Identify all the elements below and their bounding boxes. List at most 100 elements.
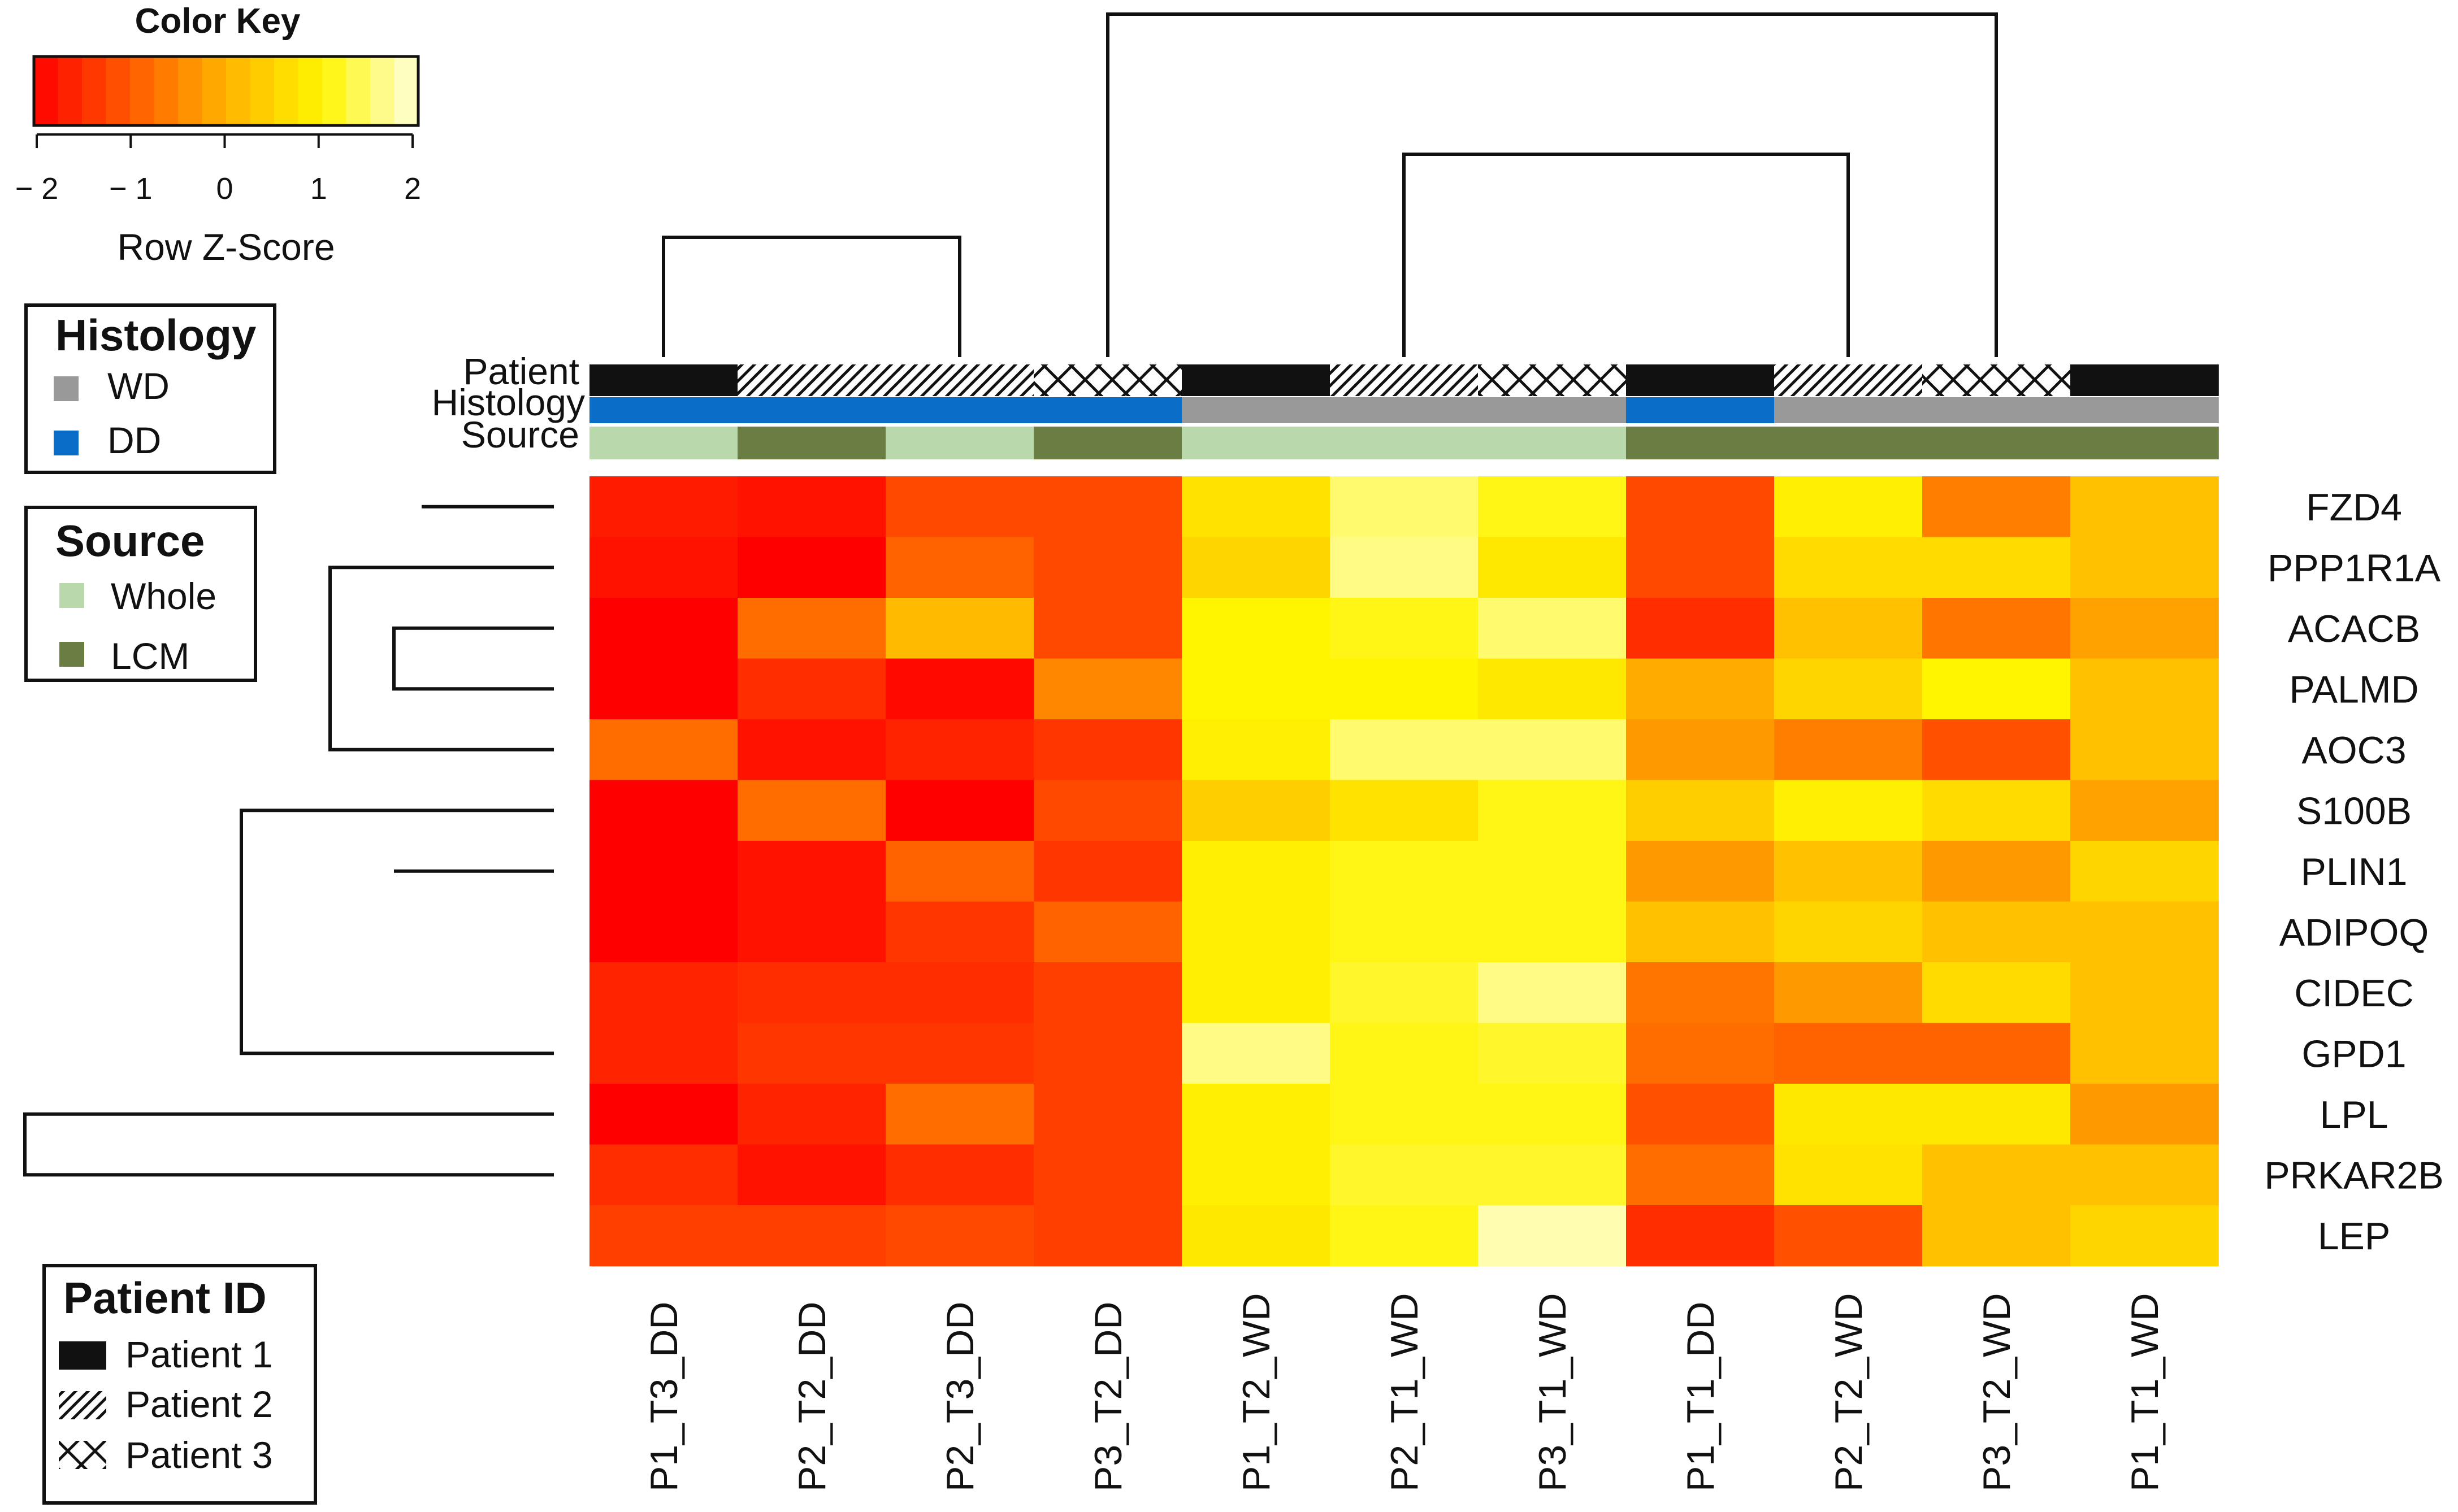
heatmap-cell-lpl-p1-t1-dd (1626, 1084, 1775, 1145)
heatmap-cell-prkar2b-p2-t2-dd (738, 1144, 886, 1206)
heatmap-cell-adipoq-p2-t2-dd (738, 901, 886, 963)
heatmap-cell-ppp1r1a-p1-t1-wd (2070, 537, 2219, 598)
heatmap-cell-lep-p2-t2-dd (738, 1205, 886, 1267)
heatmap-cell-lpl-p2-t3-dd (886, 1084, 1034, 1145)
color-key-title: Color Key (135, 2, 301, 41)
heatmap-cell-lpl-p1-t1-wd (2070, 1084, 2219, 1145)
histology-track-cell-8 (1626, 397, 1775, 423)
heatmap-cell-lep-p3-t1-wd (1478, 1205, 1627, 1267)
heatmap-cell-aoc3-p3-t1-wd (1478, 719, 1627, 781)
heatmap-cell-aoc3-p3-t2-wd (1922, 719, 2071, 781)
heatmap-cell-acacb-p3-t2-dd (1034, 598, 1182, 659)
source-track-cell-7 (1478, 427, 1627, 459)
patient-legend-title: Patient ID (63, 1273, 267, 1323)
heatmap-cell-palmd-p2-t1-wd (1330, 658, 1479, 720)
color-key-tick-label-1: − 2 (15, 172, 59, 206)
heatmap-cell-lep-p1-t1-wd (2070, 1205, 2219, 1267)
heatmap-cell-ppp1r1a-p3-t2-dd (1034, 537, 1182, 598)
color-key-tick-label-4: 1 (310, 172, 327, 206)
patient-track-cell-11 (2070, 364, 2219, 396)
heatmap-cell-fzd4-p1-t1-wd (2070, 476, 2219, 538)
row-label-gpd1: GPD1 (2301, 1032, 2406, 1075)
row-label-prkar2b: PRKAR2B (2264, 1154, 2443, 1197)
heatmap-cell-gpd1-p1-t2-wd (1182, 1023, 1330, 1084)
heatmap-cell-aoc3-p1-t1-wd (2070, 719, 2219, 781)
color-key-gradient (34, 57, 419, 125)
color-key-segment-6 (154, 57, 179, 125)
column-label-p2-t2-wd: P2_T2_WD (1827, 1293, 1870, 1492)
heatmap-cell-plin1-p2-t2-dd (738, 841, 886, 902)
heatmap-cell-cidec-p2-t2-wd (1774, 962, 1923, 1024)
heatmap-cell-acacb-p3-t2-wd (1922, 598, 2071, 659)
heatmap-cell-ppp1r1a-p1-t3-dd (589, 537, 738, 598)
column-label-p1-t2-wd: P1_T2_WD (1235, 1293, 1278, 1492)
heatmap-cell-fzd4-p2-t3-dd (886, 476, 1034, 538)
patient-track-cell-6 (1330, 364, 1479, 396)
heatmap-cell-fzd4-p3-t1-wd (1478, 476, 1627, 538)
heatmap-cell-aoc3-p1-t3-dd (589, 719, 738, 781)
patient-track-cell-8 (1626, 364, 1775, 396)
heatmap-cell-plin1-p3-t2-wd (1922, 841, 2071, 902)
color-key-tick-label-2: − 1 (109, 172, 153, 206)
heatmap-cell-lep-p3-t2-dd (1034, 1205, 1182, 1267)
source-track-cell-11 (2070, 427, 2219, 459)
heatmap-cell-palmd-p2-t2-dd (738, 658, 886, 720)
heatmap-cell-adipoq-p3-t1-wd (1478, 901, 1627, 963)
heatmap-cell-palmd-p2-t3-dd (886, 658, 1034, 720)
heatmap-cell-acacb-p2-t1-wd (1330, 598, 1479, 659)
column-dendrogram-branch-11 (1106, 12, 1998, 357)
heatmap-cell-lep-p2-t3-dd (886, 1205, 1034, 1267)
color-key-segment-14 (346, 57, 371, 125)
patient-track-cell-10 (1922, 364, 2071, 396)
histology-track-cell-2 (738, 397, 886, 423)
heatmap-cell-plin1-p1-t2-wd (1182, 841, 1330, 902)
heatmap-cell-palmd-p1-t1-dd (1626, 658, 1775, 720)
row-label-acacb: ACACB (2288, 607, 2420, 650)
heatmap-cell-palmd-p1-t2-wd (1182, 658, 1330, 720)
histology-track-cell-6 (1330, 397, 1479, 423)
row-dendrogram-branch-7 (328, 566, 554, 751)
heatmap-cell-ppp1r1a-p2-t3-dd (886, 537, 1034, 598)
row-label-lep: LEP (2318, 1215, 2391, 1258)
histology-wd-swatch (54, 376, 79, 401)
heatmap-cell-cidec-p1-t3-dd (589, 962, 738, 1024)
source-track-cell-2 (738, 427, 886, 459)
column-label-p3-t1-wd: P3_T1_WD (1531, 1293, 1574, 1492)
heatmap-cell-ppp1r1a-p2-t2-wd (1774, 537, 1923, 598)
heatmap-cell-plin1-p1-t1-dd (1626, 841, 1775, 902)
heatmap-cell-s100b-p2-t2-dd (738, 780, 886, 841)
patient-3-swatch (59, 1441, 106, 1469)
heatmap-cell-adipoq-p1-t2-wd (1182, 901, 1330, 963)
color-key-segment-9 (226, 57, 251, 125)
column-label-p2-t1-wd: P2_T1_WD (1383, 1293, 1426, 1492)
heatmap-cell-lpl-p1-t3-dd (589, 1084, 738, 1145)
heatmap-cell-lpl-p2-t2-dd (738, 1084, 886, 1145)
source-legend-title: Source (55, 516, 205, 566)
color-key-segment-15 (370, 57, 395, 125)
heatmap-cell-prkar2b-p2-t2-wd (1774, 1144, 1923, 1206)
heatmap-cell-plin1-p3-t1-wd (1478, 841, 1627, 902)
source-track-cell-6 (1330, 427, 1479, 459)
row-dendrogram-branch-12 (23, 1112, 554, 1177)
heatmap-cell-gpd1-p3-t1-wd (1478, 1023, 1627, 1084)
heatmap-cell-cidec-p3-t1-wd (1478, 962, 1627, 1024)
heatmap-cell-prkar2b-p3-t2-wd (1922, 1144, 2071, 1206)
heatmap-cell-fzd4-p1-t2-wd (1182, 476, 1330, 538)
source-track-cell-5 (1182, 427, 1330, 459)
heatmap-cell-fzd4-p3-t2-wd (1922, 476, 2071, 538)
histology-track-cell-3 (886, 397, 1034, 423)
heatmap-cell-plin1-p1-t3-dd (589, 841, 738, 902)
heatmap-cell-plin1-p2-t1-wd (1330, 841, 1479, 902)
color-key-segment-10 (250, 57, 275, 125)
heatmap-cell-prkar2b-p1-t3-dd (589, 1144, 738, 1206)
heatmap-cell-ppp1r1a-p3-t2-wd (1922, 537, 2071, 598)
heatmap-cell-palmd-p3-t2-dd (1034, 658, 1182, 720)
heatmap-cell-s100b-p3-t2-wd (1922, 780, 2071, 841)
row-label-s100b: S100B (2296, 789, 2412, 832)
heatmap-cell-gpd1-p2-t3-dd (886, 1023, 1034, 1084)
color-key-frame (32, 55, 420, 127)
source-legend: Source Whole LCM (24, 506, 257, 682)
heatmap-cell-adipoq-p3-t2-dd (1034, 901, 1182, 963)
annotation-tracks (589, 364, 2219, 459)
